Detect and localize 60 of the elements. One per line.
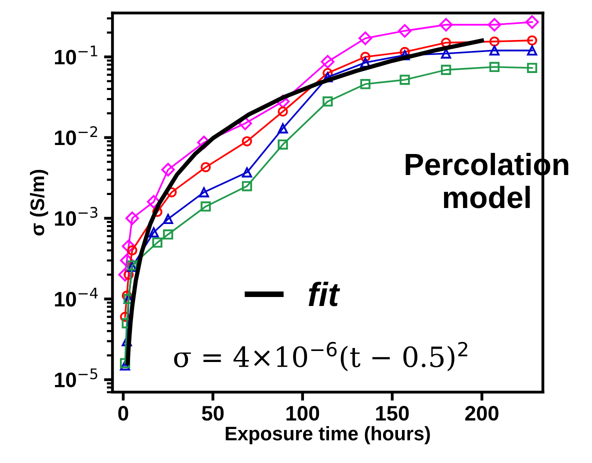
- point: [489, 45, 500, 56]
- point: [527, 62, 538, 73]
- point: [122, 290, 132, 301]
- point: [489, 36, 500, 47]
- point: [125, 211, 140, 226]
- point: [200, 162, 211, 172]
- point: [120, 312, 130, 322]
- point: [148, 227, 159, 238]
- point: [358, 31, 372, 46]
- point: [242, 136, 252, 146]
- y-tick-label: 10$^{−2}$: [54, 126, 98, 146]
- point: [320, 54, 334, 69]
- point: [278, 106, 288, 117]
- point: [122, 239, 136, 254]
- y-tick-label: 10$^{−5}$: [54, 368, 98, 388]
- point: [152, 206, 162, 217]
- point: [242, 167, 252, 178]
- point: [161, 162, 175, 176]
- point: [440, 38, 452, 48]
- x-tick-label: 150: [376, 406, 409, 421]
- point: [278, 123, 288, 134]
- annotation: σ = 4×10$^{−6}$(t − 0.5)$^{2}$: [174, 342, 468, 372]
- y-tick-label: 10$^{−1}$: [54, 46, 98, 64]
- x-axis-title: Exposure time (hours): [226, 426, 430, 444]
- point: [118, 268, 132, 282]
- point: [278, 139, 288, 150]
- point: [439, 18, 453, 32]
- point: [152, 237, 162, 248]
- point: [163, 229, 174, 240]
- point: [163, 214, 174, 224]
- point: [527, 35, 538, 46]
- point: [360, 52, 370, 62]
- x-tick-label: 50: [202, 406, 224, 421]
- point: [120, 254, 134, 268]
- y-tick-label: 10$^{−4}$: [54, 288, 98, 307]
- point: [242, 181, 252, 192]
- x-tick-label: 200: [465, 406, 498, 421]
- point: [322, 68, 333, 78]
- legend-label: fit: [308, 282, 340, 306]
- point: [198, 187, 210, 198]
- point: [440, 64, 452, 75]
- x-tick-label: 100: [286, 406, 320, 421]
- point: [120, 360, 130, 371]
- point: [400, 74, 410, 85]
- point: [360, 79, 370, 90]
- point: [489, 62, 500, 72]
- point: [488, 18, 502, 32]
- y-axis-title: σ (S/m): [30, 170, 48, 236]
- point: [146, 194, 161, 209]
- point: [200, 201, 211, 212]
- point: [322, 96, 333, 107]
- point: [238, 116, 252, 130]
- y-tick-label: 10$^{−3}$: [54, 206, 98, 226]
- point: [197, 136, 211, 150]
- x-tick-label: 0: [118, 406, 128, 421]
- point: [527, 45, 538, 56]
- point: [440, 48, 452, 59]
- point: [398, 24, 412, 38]
- point: [360, 57, 370, 68]
- point: [525, 15, 539, 29]
